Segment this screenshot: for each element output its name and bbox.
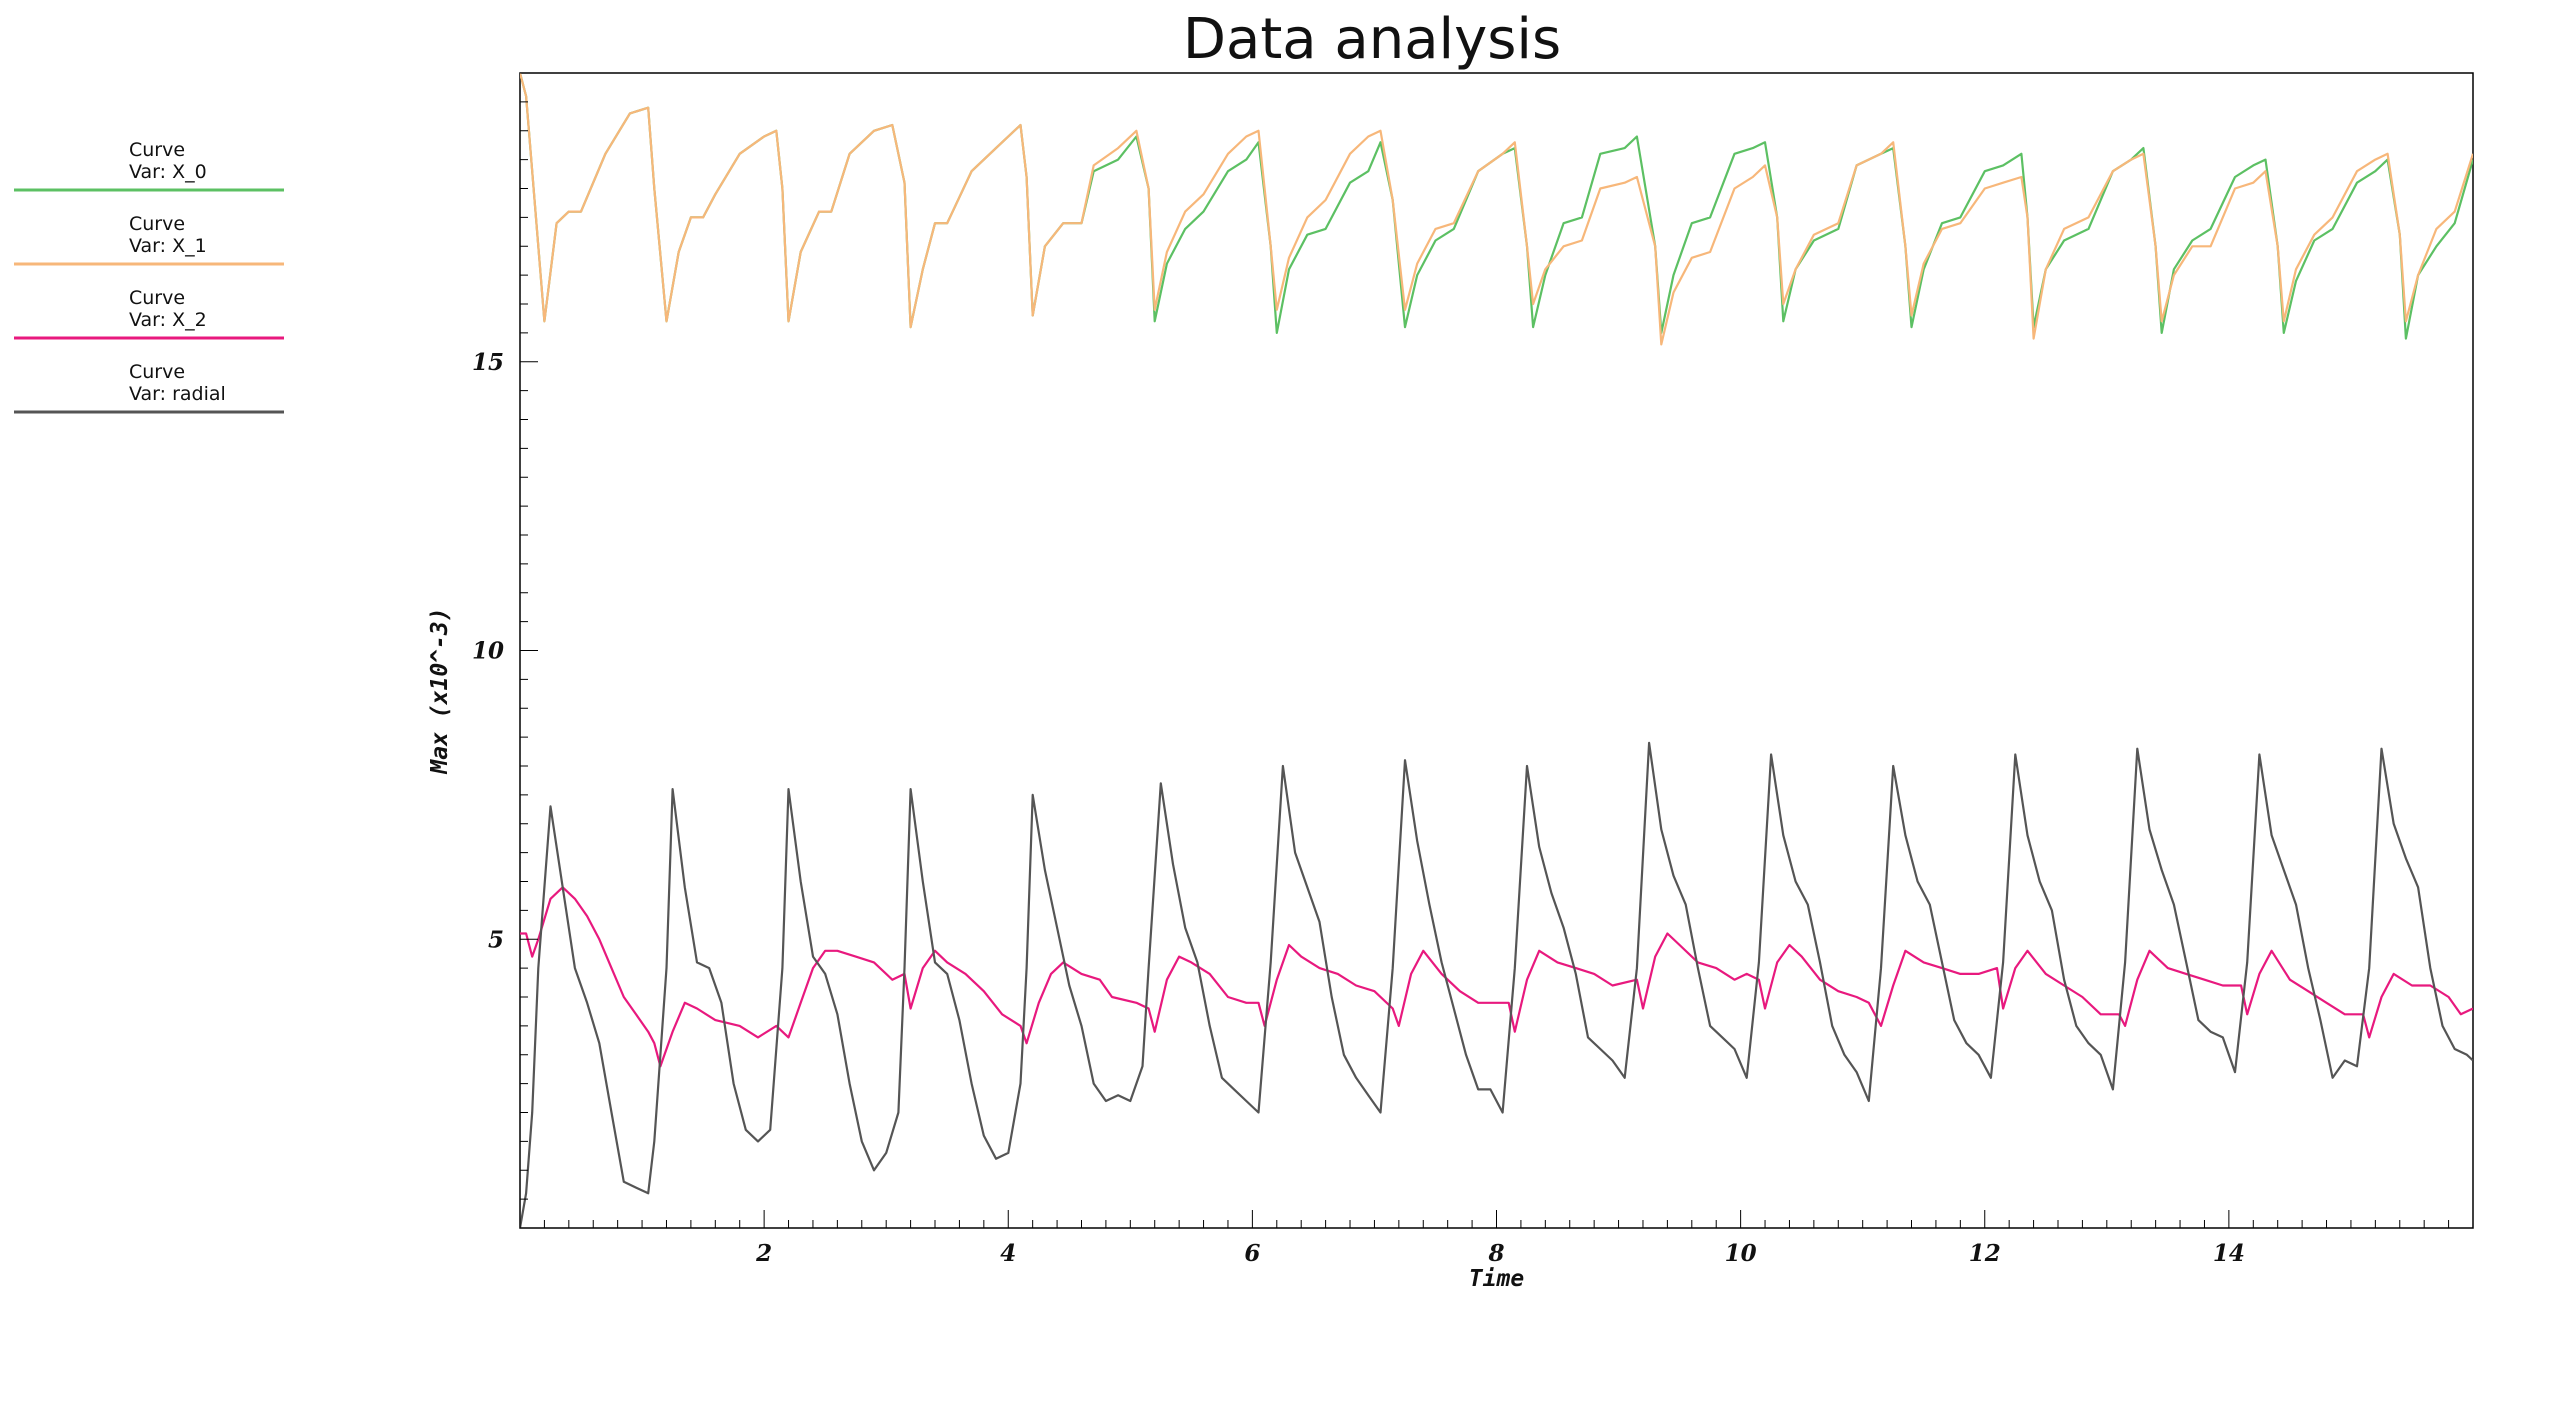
legend-var: Var: X_1	[129, 235, 207, 257]
x-tick-label: 14	[2213, 1240, 2245, 1267]
legend-var: Var: X_0	[129, 161, 207, 183]
series-line-radial	[520, 741, 2473, 1228]
x-tick-label: 12	[1969, 1240, 2001, 1267]
legend-label: Curve	[129, 213, 185, 235]
series-line-x-1	[520, 73, 2473, 346]
y-tick-label: 10	[472, 638, 504, 665]
legend-label: Curve	[129, 361, 185, 383]
legend-var: Var: radial	[129, 383, 226, 405]
legend-label: Curve	[129, 287, 185, 309]
plot-area: 2 4 6 8 10 12 14 5 10 15	[472, 72, 2474, 1267]
x-axis: 2 4 6 8 10 12 14	[519, 1210, 2474, 1267]
series-line-x-0	[520, 73, 2473, 340]
x-tick-label: 2	[755, 1240, 772, 1267]
x-tick-label: 8	[1487, 1240, 1504, 1267]
y-tick-label: 5	[488, 926, 504, 953]
y-axis: 5 10 15	[472, 72, 538, 1229]
legend-label: Curve	[129, 139, 185, 161]
chart-title: Data analysis	[1183, 7, 1561, 72]
legend-var: Var: X_2	[129, 309, 207, 331]
series-layer	[520, 73, 2473, 1228]
x-tick-label: 6	[1244, 1240, 1260, 1267]
x-tick-label: 10	[1725, 1240, 1757, 1267]
y-axis-title: Max (x10^-3)	[427, 607, 453, 774]
x-tick-label: 4	[1000, 1240, 1016, 1267]
plot-frame	[519, 72, 2474, 1229]
y-tick-label: 15	[472, 349, 504, 376]
series-line-x-2	[520, 886, 2473, 1068]
x-axis-title: Time	[1469, 1266, 1524, 1292]
